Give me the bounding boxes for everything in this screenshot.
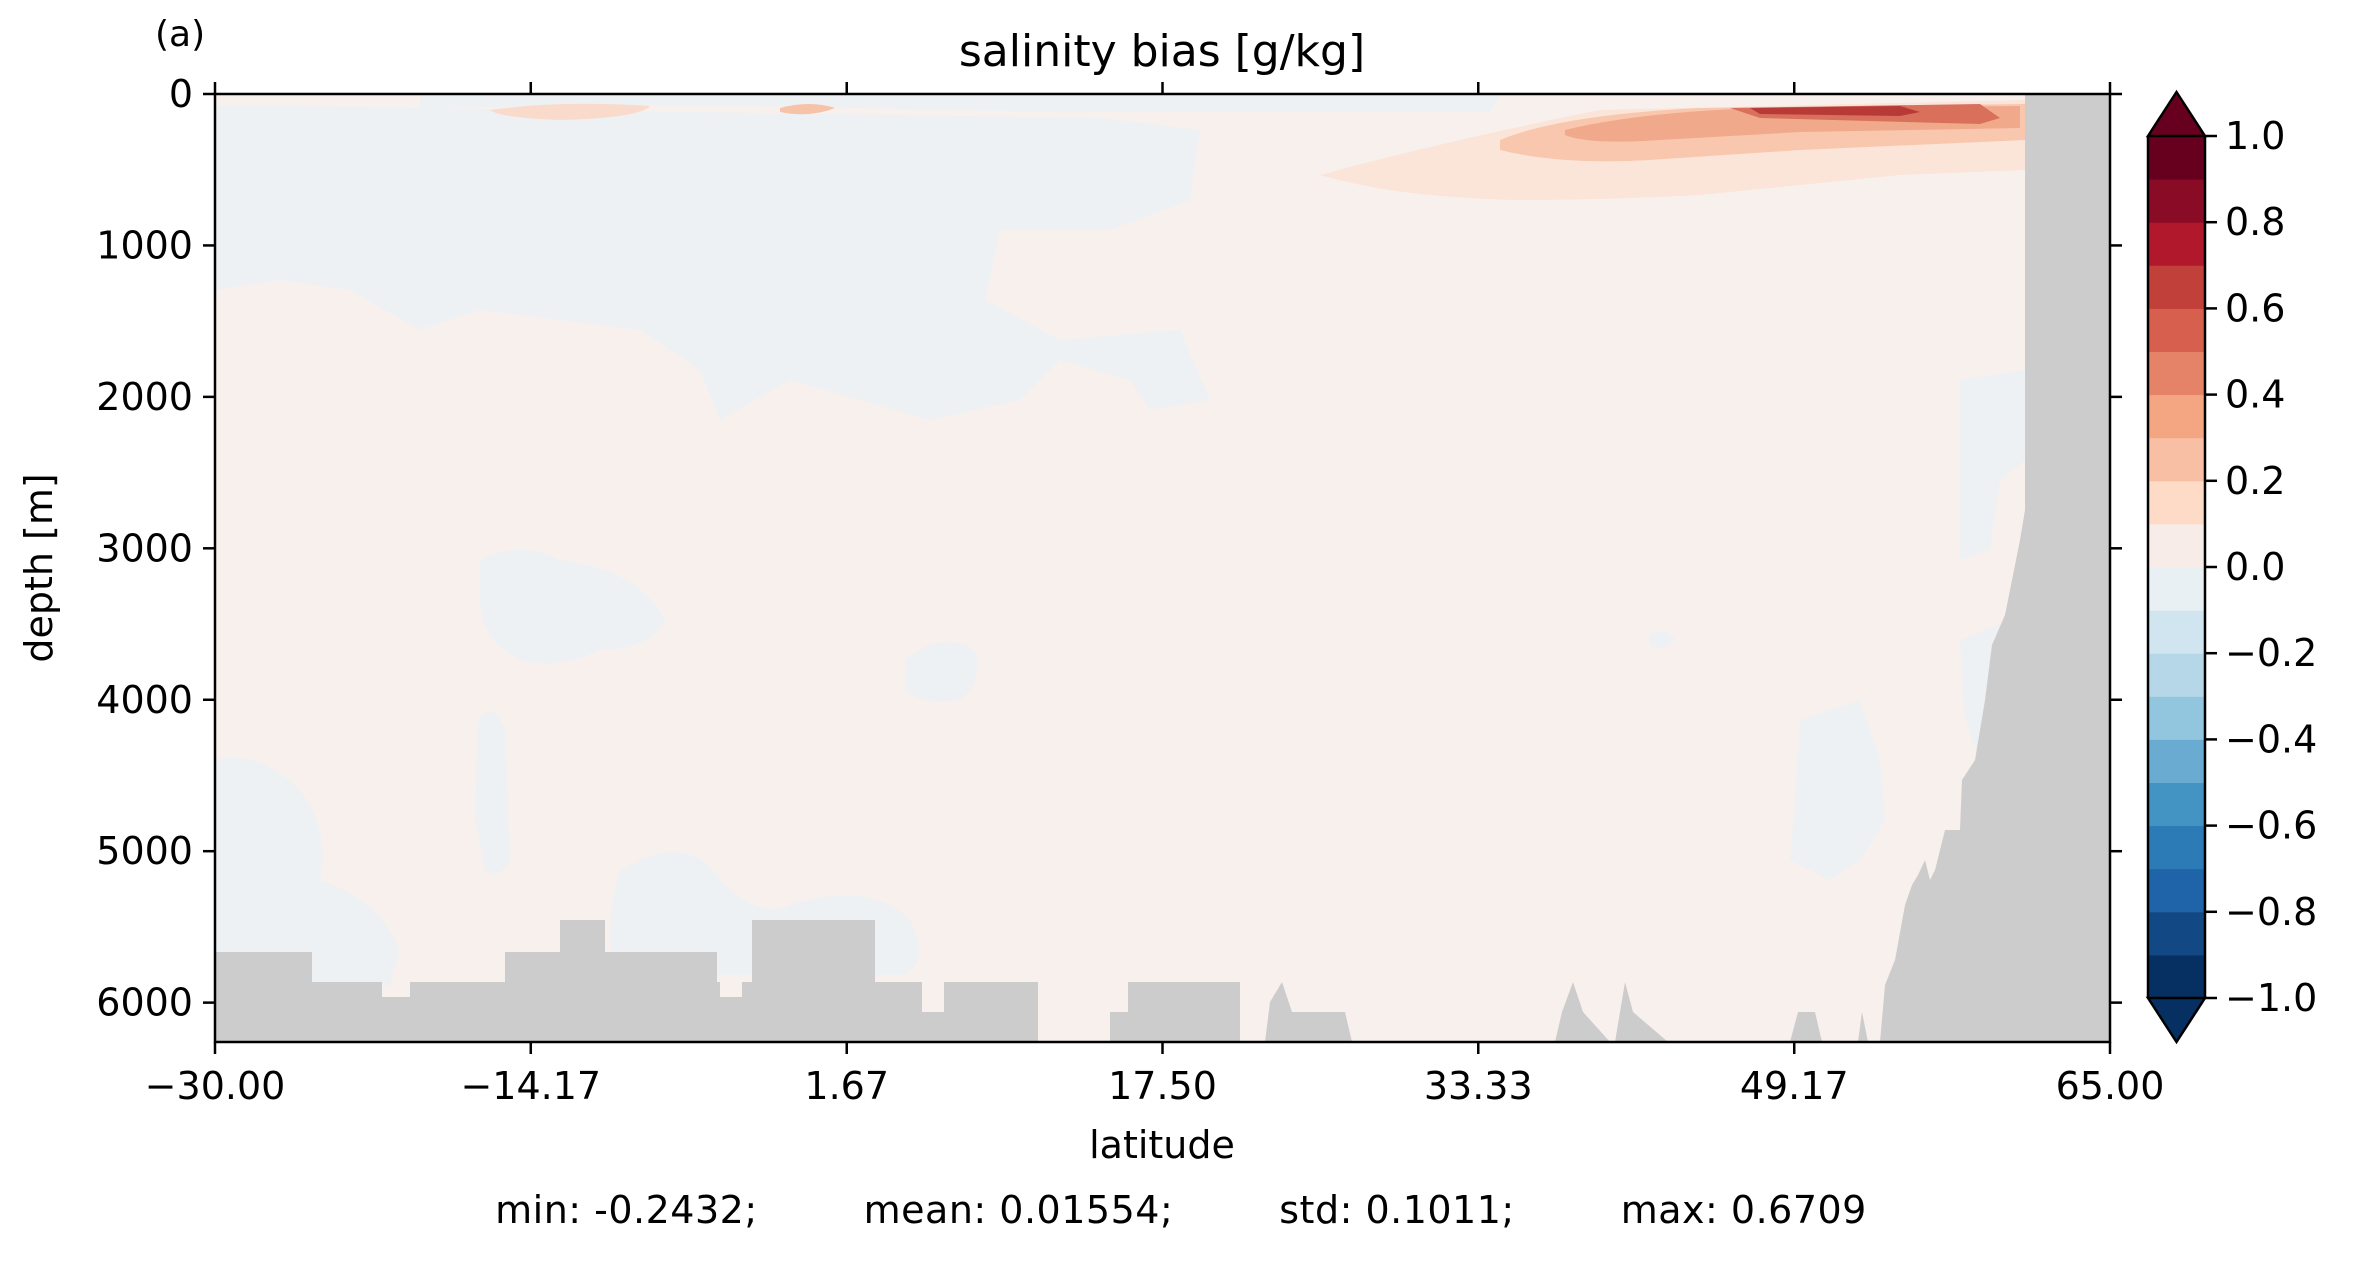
negative-small-1 (1650, 631, 1675, 648)
colorbar-tick-label: −1.0 (2225, 976, 2317, 1020)
colorbar-band (2148, 610, 2205, 654)
colorbar-tick-label: −0.8 (2225, 890, 2317, 934)
colorbar-band (2148, 222, 2205, 266)
positive-surface-blob-2 (780, 104, 835, 115)
positive-bias-0.7 (1750, 106, 1920, 116)
colorbar-band (2148, 696, 2205, 740)
x-tick-label: −14.17 (460, 1064, 601, 1108)
colorbar-tick-label: −0.4 (2225, 717, 2317, 761)
colorbar-band (2148, 523, 2205, 568)
y-tick-label: 0 (169, 72, 193, 116)
y-axis-ticks: 0 1000 2000 3000 4000 5000 6000 (96, 72, 2122, 1025)
plot-area: −30.00 −14.17 1.67 17.50 33.33 49.17 65.00 0 10… (96, 72, 2164, 1108)
colorbar-band (2148, 394, 2205, 439)
colorbar-band (2148, 825, 2205, 870)
land-mask (215, 94, 2110, 1042)
colorbar-band (2148, 567, 2205, 611)
x-tick-label: −30.00 (145, 1064, 286, 1108)
negative-deep-patch-1 (480, 550, 665, 664)
negative-east-column (1790, 700, 1885, 880)
negative-deep-west (215, 758, 400, 990)
y-tick-label: 5000 (96, 829, 193, 873)
y-tick-label: 3000 (96, 526, 193, 570)
y-tick-label: 2000 (96, 375, 193, 419)
negative-bias-regions (215, 96, 2025, 990)
colorbar-tick-label: 0.0 (2225, 545, 2285, 589)
negative-upper-south (215, 105, 1210, 420)
y-tick-label: 6000 (96, 981, 193, 1025)
bathymetry-bottom (215, 920, 1868, 1042)
colorbar-band (2148, 179, 2205, 223)
colorbar-band (2148, 653, 2205, 697)
colorbar-extend-max (2145, 89, 2208, 138)
colorbar-tick-label: 0.8 (2225, 200, 2285, 244)
x-tick-label: 65.00 (2056, 1064, 2165, 1108)
colorbar-tick-label: 1.0 (2225, 114, 2285, 158)
x-axis-ticks: −30.00 −14.17 1.67 17.50 33.33 49.17 65.00 (145, 82, 2165, 1108)
colorbar-extend-min (2145, 996, 2208, 1045)
colorbar-band (2148, 480, 2205, 525)
colorbar-tick-label: −0.2 (2225, 631, 2317, 675)
stat-max: max: 0.6709 (1620, 1188, 1867, 1232)
negative-deep-patch-2 (905, 642, 978, 702)
x-tick-label: 1.67 (804, 1064, 889, 1108)
stat-mean: mean: 0.01554; (863, 1188, 1174, 1232)
colorbar-tick-label: 0.4 (2225, 373, 2285, 417)
colorbar-band (2148, 437, 2205, 482)
negative-column-1 (475, 712, 510, 874)
stat-std: std: 0.1011; (1279, 1188, 1515, 1232)
colorbar-tick-label: −0.6 (2225, 804, 2317, 848)
eastern-boundary-land (1880, 94, 2110, 1042)
negative-east-slope (1960, 370, 2025, 560)
negative-top-sliver (420, 96, 1500, 112)
y-axis-label: depth [m] (17, 473, 61, 662)
chart-title: salinity bias [g/kg] (959, 26, 1365, 77)
colorbar: 1.0 0.8 0.6 0.4 0.2 0.0 −0.2 −0.4 −0.6 −0.8 −1.0 (2145, 89, 2317, 1045)
summary-statistics: min: -0.2432; mean: 0.01554; std: 0.1011… (0, 1188, 2362, 1238)
x-tick-label: 17.50 (1108, 1064, 1217, 1108)
positive-surface-blob-1 (490, 103, 650, 120)
colorbar-band (2148, 739, 2205, 783)
x-axis-label: latitude (1089, 1123, 1235, 1167)
y-tick-label: 1000 (96, 223, 193, 267)
colorbar-band (2148, 868, 2205, 913)
colorbar-band (2148, 265, 2205, 309)
colorbar-tick-label: 0.6 (2225, 286, 2285, 330)
colorbar-tick-label: 0.2 (2225, 459, 2285, 503)
colorbar-band (2148, 136, 2205, 180)
colorbar-band (2148, 782, 2205, 827)
colorbar-band (2148, 351, 2205, 396)
colorbar-band (2148, 954, 2205, 999)
colorbar-band (2148, 911, 2205, 956)
panel-label: (a) (155, 14, 205, 55)
y-tick-label: 4000 (96, 678, 193, 722)
colorbar-band (2148, 308, 2205, 352)
positive-bias-regions (490, 100, 2025, 200)
x-tick-label: 33.33 (1424, 1064, 1533, 1108)
stat-min: min: -0.2432; (495, 1188, 758, 1232)
x-tick-label: 49.17 (1740, 1064, 1849, 1108)
